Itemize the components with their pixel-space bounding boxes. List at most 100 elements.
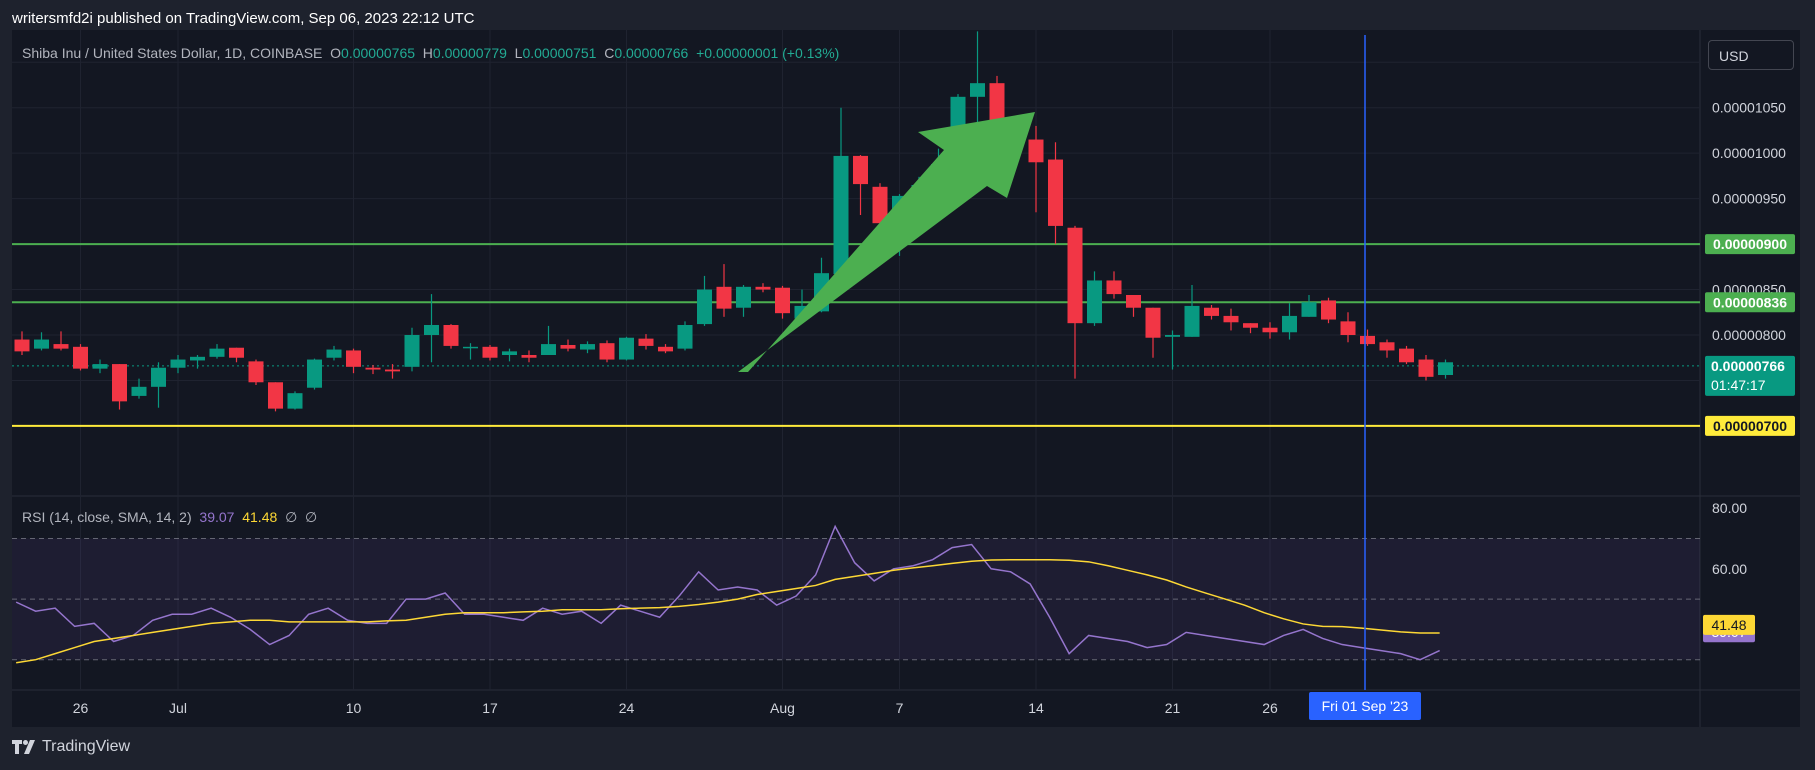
candle-body [1067, 227, 1083, 324]
rsi-pane [12, 524, 1700, 664]
level-price-tag [1705, 415, 1795, 436]
candle-body [1360, 335, 1375, 345]
level-price-tag [1705, 234, 1795, 255]
level-price-label: 0.00000900 [1713, 236, 1787, 252]
candle-body [1048, 159, 1063, 226]
candle-body [1262, 327, 1278, 333]
candle-body [619, 337, 634, 360]
candle-body [638, 338, 654, 346]
brand-name: TradingView [42, 738, 131, 755]
high-value: 0.00000779 [432, 45, 507, 61]
candle-body [1243, 323, 1258, 328]
last-price-label: 0.00000766 [1711, 358, 1785, 374]
candle-body [580, 344, 595, 350]
candle-body [1282, 315, 1297, 333]
time-tick-label: 21 [1165, 700, 1181, 716]
symbol-legend: Shiba Inu / United States Dollar, 1D, CO… [22, 45, 839, 61]
arrow-annotation [738, 112, 1035, 372]
change-value: +0.00000001 (+0.13%) [696, 45, 840, 61]
candle-body [385, 369, 400, 372]
candle-body [1223, 315, 1239, 323]
level-price-label: 0.00000700 [1713, 418, 1787, 434]
low-label: L [514, 45, 523, 61]
candle-body [1028, 139, 1044, 163]
price-tick-label: 0.00001000 [1712, 145, 1786, 161]
tradingview-logo-icon [12, 740, 35, 754]
rsi-extra-2: ∅ [305, 509, 318, 525]
candle-body [599, 343, 615, 360]
candle-body [92, 364, 108, 369]
time-tick-label: Jul [169, 700, 187, 716]
rsi-sma-tag [1703, 614, 1755, 635]
open-label: O [330, 45, 342, 61]
candle-body [1418, 359, 1434, 377]
candle-body [521, 355, 537, 358]
price-tick-label: 0.00001050 [1712, 100, 1786, 116]
candle-body [482, 346, 498, 358]
candle-body [716, 286, 732, 309]
currency-button[interactable]: USD [1708, 40, 1794, 70]
candle-body [248, 361, 264, 383]
rsi-legend: RSI (14, close, SMA, 14, 2) 39.07 41.48 … [22, 509, 317, 526]
candle-body [755, 286, 771, 290]
candle-body [658, 346, 673, 352]
crosshair: Fri 01 Sep '23 [1309, 35, 1421, 720]
symbol-title: Shiba Inu / United States Dollar, 1D, CO… [22, 45, 323, 61]
time-tick-label: 10 [346, 700, 362, 716]
last-price-tag [1705, 355, 1795, 396]
time-tick-label: Aug [770, 700, 795, 716]
candle-body [1145, 307, 1161, 338]
open-value: 0.00000765 [341, 45, 416, 61]
candle-body [1087, 280, 1102, 324]
rsi-title: RSI (14, close, SMA, 14, 2) [22, 509, 192, 525]
candle-body [463, 346, 478, 349]
candle-body [1204, 307, 1219, 316]
candle-body [1165, 335, 1180, 337]
candle-body [1106, 280, 1122, 295]
low-value: 0.00000751 [522, 45, 597, 61]
published-line: writersmfd2i published on TradingView.co… [12, 10, 475, 27]
close-label: C [604, 45, 615, 61]
time-tick-label: 26 [1262, 700, 1278, 716]
candle-body [1126, 295, 1141, 308]
level-price-label: 0.00000836 [1713, 294, 1787, 310]
candle-body [1340, 321, 1356, 335]
candle-body [560, 345, 576, 349]
rsi-sma-line [16, 558, 1440, 664]
rsi-tick-label: 60.00 [1712, 561, 1747, 577]
candle-body [833, 155, 849, 275]
candle-body [853, 155, 868, 185]
uptrend-arrow [738, 112, 1035, 372]
candle-body [443, 325, 459, 346]
time-tick-label: 14 [1028, 700, 1044, 716]
candle-body [1301, 302, 1317, 317]
candle-body [697, 289, 712, 325]
price-tick-label: 0.00000800 [1712, 327, 1786, 343]
candle-body [73, 346, 88, 369]
candle-body [404, 335, 420, 367]
candle-body [326, 349, 342, 358]
time-tick-label: 17 [482, 700, 498, 716]
candle-body [365, 367, 381, 370]
close-value: 0.00000766 [614, 45, 689, 61]
candle-body [131, 386, 147, 396]
rsi-tick-label: 80.00 [1712, 500, 1747, 516]
candle-body [112, 364, 127, 402]
candle-body [1321, 300, 1336, 320]
time-tick-label: 24 [619, 700, 635, 716]
candle-body [268, 382, 283, 409]
candle-body [170, 359, 186, 368]
time-tick-label: 26 [73, 700, 89, 716]
candle-body [970, 83, 985, 97]
rsi-extra-1: ∅ [285, 509, 298, 525]
candle-body [502, 351, 517, 355]
rsi-line [15, 524, 1440, 661]
candle-body [1399, 348, 1414, 363]
rsi-sma-value: 41.48 [242, 509, 278, 525]
candle-body [34, 339, 49, 349]
candle-body [1379, 342, 1395, 351]
crosshair-date-label: Fri 01 Sep '23 [1322, 698, 1409, 714]
crosshair-date-tag [1309, 692, 1421, 720]
high-label: H [422, 45, 433, 61]
